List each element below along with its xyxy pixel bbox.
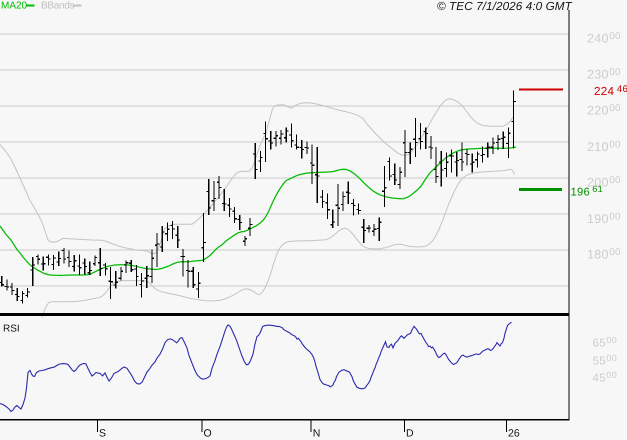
svg-text:BBands: BBands	[41, 1, 75, 12]
svg-text:RSI: RSI	[3, 323, 20, 334]
svg-text:18000: 18000	[587, 247, 621, 261]
svg-text:19000: 19000	[587, 212, 621, 226]
svg-text:MA20: MA20	[1, 1, 28, 12]
svg-text:26: 26	[508, 428, 520, 440]
svg-text:S: S	[99, 428, 106, 440]
svg-text:24000: 24000	[587, 31, 621, 45]
svg-text:22000: 22000	[587, 103, 621, 117]
svg-text:21000: 21000	[587, 140, 621, 154]
svg-text:N: N	[313, 428, 321, 440]
svg-text:© TEC 7/1/2026 4:0 GMT: © TEC 7/1/2026 4:0 GMT	[437, 0, 573, 13]
svg-text:O: O	[204, 428, 212, 440]
svg-text:D: D	[406, 428, 414, 440]
svg-text:20000: 20000	[587, 175, 621, 189]
svg-text:23000: 23000	[587, 67, 621, 81]
